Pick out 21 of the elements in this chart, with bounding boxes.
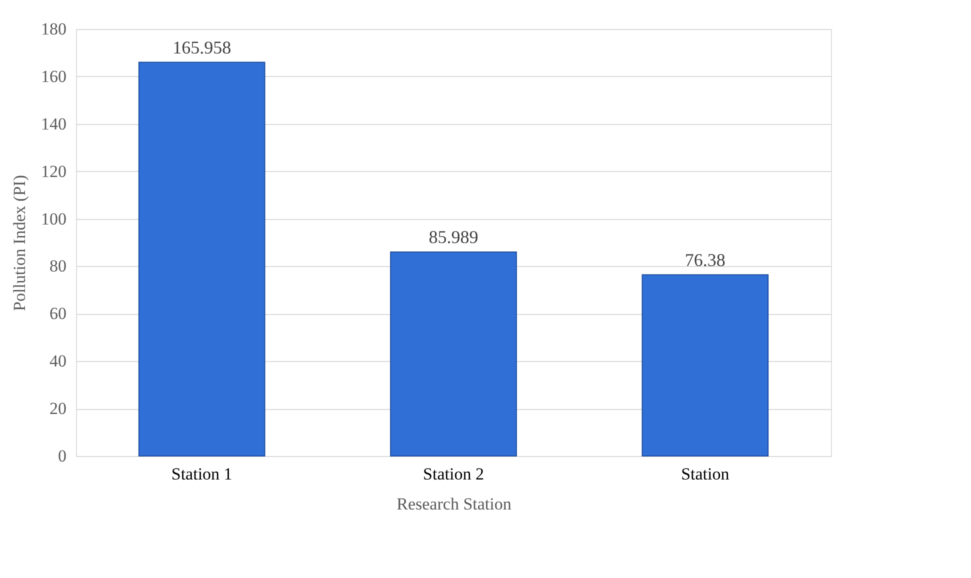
y-tick-label: 160 <box>41 66 66 86</box>
y-tick-label: 20 <box>50 399 66 418</box>
x-tick-label: Station <box>681 464 730 484</box>
data-label: 165.958 <box>172 37 232 58</box>
x-tick-label: Station 1 <box>171 464 232 484</box>
y-tick-label: 140 <box>41 114 66 134</box>
bar <box>390 252 517 456</box>
y-axis-title: Pollution Index (PI) <box>10 175 29 311</box>
y-tick-label: 0 <box>58 446 66 466</box>
bar <box>642 274 769 456</box>
bar <box>138 62 266 456</box>
x-axis-title: Research Station <box>396 494 512 514</box>
y-tick-label: 80 <box>50 256 66 276</box>
y-tick-label: 60 <box>50 304 66 324</box>
y-tick-label: 100 <box>41 209 66 228</box>
data-label: 76.38 <box>684 250 726 270</box>
data-label: 85.989 <box>428 227 478 248</box>
y-tick-label: 120 <box>41 162 66 181</box>
y-tick-label: 180 <box>41 20 66 38</box>
x-tick-label: Station 2 <box>423 464 484 484</box>
y-tick-label: 40 <box>50 352 66 371</box>
